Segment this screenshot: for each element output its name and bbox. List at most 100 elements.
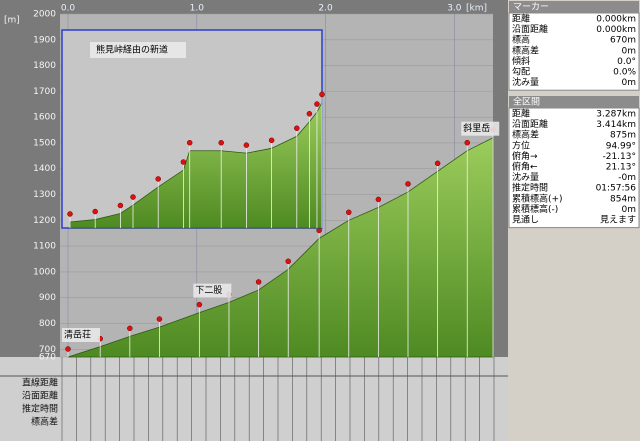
marker-pin [294,125,300,131]
field-label: 俯角→ [512,150,538,162]
y-tick-label: 1300 [33,190,56,200]
y-tick-label: 1900 [33,35,56,45]
panel-header [509,96,639,108]
marker-pin [346,209,352,216]
field-value: 01:57:56 [596,184,637,194]
marker-pin [314,101,320,107]
panel-header [509,1,639,13]
field-label: 俯角← [512,161,538,173]
panel-title: 全区間 [513,96,540,108]
inset-title-bg [90,42,186,58]
x-tick-label: 2.0 [318,4,333,14]
field-value: 0.0% [613,68,636,78]
annotation: 清岳荘 [64,329,91,341]
field-label: 累積標高(-) [512,203,558,215]
y-tick-label: 1700 [33,87,56,97]
marker-pin [117,202,124,209]
field-label: 距離 [512,108,530,120]
y-tick-label: 1100 [33,242,56,252]
field-label: 沿面距離 [512,118,548,130]
x-tick-label: 3.0 [447,4,462,14]
inset-title: 熊見峠経由の新道 [96,44,168,56]
row-label: 直線距離 [22,377,58,389]
field-value: 0.000km [596,25,636,35]
panel-body [508,107,640,229]
marker-pin [268,137,275,144]
field-label: 沿面距離 [512,23,548,35]
x-tick-label: 1.0 [190,4,205,14]
y-tick-label: 670 [39,353,56,363]
x-tick-label: 0.0 [61,4,76,14]
marker-pin [243,142,250,148]
x-unit: [km] [466,4,487,14]
field-value: 0m [622,205,637,215]
y-tick-label: 700 [39,345,56,355]
marker-pin [155,176,161,182]
marker-pin [434,160,441,167]
field-label: 標高差 [512,44,539,56]
marker-pin [464,139,470,146]
marker-pin [186,139,193,146]
field-value: -0m [618,173,636,183]
field-label: 累積標高(+) [512,192,563,204]
field-label: 標高 [512,34,530,46]
y-tick-label: 900 [39,293,56,303]
field-value: 3.287km [596,110,636,120]
field-value: 3.414km [596,120,636,130]
field-value: 0m [622,78,637,88]
marker-pin [127,325,133,332]
field-label: 沈み量 [512,76,539,88]
field-value: 854m [610,194,636,204]
marker-pin [218,139,224,146]
marker-pin [306,111,313,117]
y-tick-label: 1600 [33,113,56,123]
y-tick-label: 1800 [33,61,56,71]
segment-table [0,357,508,441]
marker-pin [405,181,411,187]
annotation: 下二股 [195,285,222,296]
field-value: -21.13° [602,152,636,162]
marker-pin [130,194,136,200]
field-value: 875m [610,131,636,141]
field-value: 21.13° [606,163,636,173]
field-label: 距離 [512,13,530,25]
field-value: 見えます [600,215,636,226]
panel-body [508,12,640,91]
row-label: 沿面距離 [22,390,58,402]
row-label: 標高差 [31,416,58,428]
y-tick-label: 1200 [33,216,56,226]
y-tick-label: 2000 [33,10,56,20]
panel-title: マーカー [513,2,549,13]
marker-pin [67,211,73,217]
annotation-bg [193,283,232,298]
marker-pin [319,91,325,98]
annotation: 斜里岳 [463,122,490,134]
field-label: 方位 [512,139,530,151]
annotation-bg [62,328,100,342]
field-label: 沈み量 [512,171,539,183]
y-tick-label: 800 [39,319,56,329]
field-label: 勾配 [512,66,530,78]
field-label: 見通し [512,215,539,226]
annotation-bg [461,121,500,136]
marker-pin [285,258,291,265]
marker-pin [92,208,98,215]
marker-pin [65,346,71,352]
marker-pin [180,159,187,165]
y-tick-label: 1000 [33,267,56,277]
field-value: 0.0° [617,57,636,67]
field-label: 標高差 [512,129,539,141]
field-label: 傾斜 [512,55,530,67]
y-tick-label: 1500 [33,138,56,148]
row-label: 推定時間 [22,403,58,415]
field-value: 0m [622,46,637,56]
marker-pin [255,279,262,285]
field-value: 0.000km [596,15,636,25]
y-tick-label: 1400 [33,164,56,174]
marker-pin [196,301,203,308]
marker-pin [156,316,163,322]
marker-pin [375,196,382,203]
field-label: 推定時間 [512,182,548,194]
y-unit: [m] [4,16,20,26]
field-value: 94.99° [606,141,636,151]
